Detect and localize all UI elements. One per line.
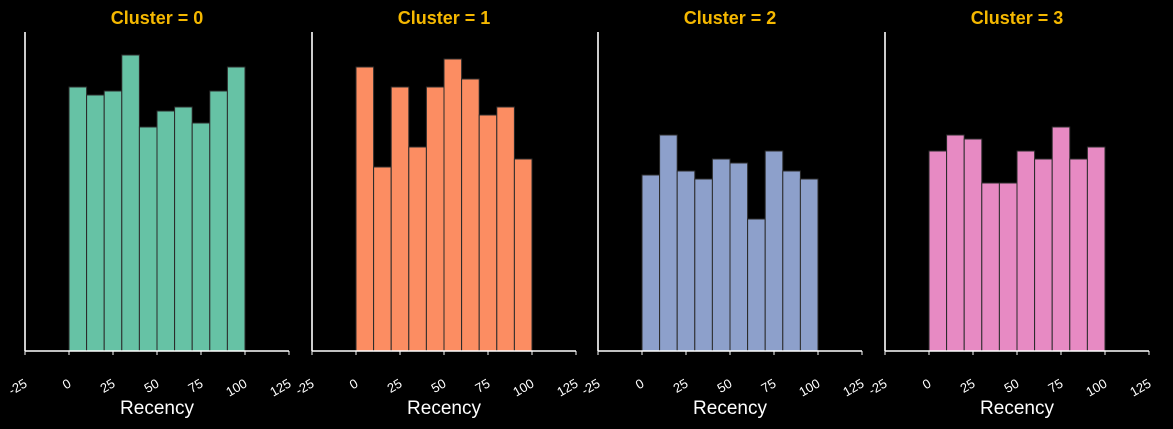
x-tick-label: 100 <box>223 376 249 400</box>
histogram-bar <box>928 150 948 352</box>
x-tick-label: 125 <box>840 376 866 400</box>
x-tick-label: -25 <box>866 376 890 398</box>
histogram-bar <box>799 178 819 352</box>
x-tick-label: 75 <box>758 376 778 396</box>
histogram-bar <box>443 58 463 352</box>
histogram-bar <box>963 138 983 352</box>
histogram-bar <box>641 174 661 352</box>
facet-title: Cluster = 0 <box>111 8 204 28</box>
histogram-bar <box>478 114 498 352</box>
facet-title: Cluster = 1 <box>398 8 491 28</box>
histogram-bar <box>729 162 749 352</box>
histogram-bar <box>86 94 105 352</box>
histogram-bar <box>981 182 1000 352</box>
x-tick-label: 75 <box>1045 376 1065 396</box>
x-axis-label: Recency <box>980 398 1054 419</box>
histogram-bar <box>659 134 678 352</box>
histogram-bar <box>226 66 246 352</box>
x-tick-label: 0 <box>633 376 647 393</box>
facet-panel-0: Cluster = 0 -25 0 25 50 75 100 125 Recency <box>6 8 294 419</box>
x-tick-label: 25 <box>670 376 690 396</box>
histogram-bar <box>496 106 515 352</box>
x-tick-label: 75 <box>472 376 492 396</box>
x-tick-label: -25 <box>6 376 30 398</box>
histogram-bar <box>946 134 965 352</box>
histogram-bar <box>1069 158 1088 352</box>
x-tick-label: 125 <box>267 376 293 400</box>
histogram-bar <box>694 178 713 352</box>
histogram-bar <box>998 182 1018 352</box>
histogram-bar <box>461 78 480 352</box>
histogram-bar <box>408 146 427 352</box>
x-tick-label: 50 <box>141 376 161 396</box>
histogram-bar <box>138 126 158 352</box>
histogram-bar <box>676 170 696 352</box>
x-tick-label: 100 <box>796 376 822 400</box>
histogram-bar <box>1051 126 1071 352</box>
x-tick-label: 100 <box>510 376 536 400</box>
x-tick-label: 50 <box>428 376 448 396</box>
histogram-bar <box>209 90 228 352</box>
facet-panel-1: Cluster = 1 -25 0 25 50 75 100 125 Recency <box>293 8 581 419</box>
x-axis-label: Recency <box>407 398 481 419</box>
histogram-bar <box>1016 150 1036 352</box>
x-axis-label: Recency <box>693 398 767 419</box>
histogram-bar <box>121 54 140 352</box>
histogram-bar <box>68 86 88 352</box>
histogram-bar <box>191 122 211 352</box>
histogram-bar <box>355 66 375 352</box>
x-tick-label: 100 <box>1083 376 1109 400</box>
histogram-bar <box>425 86 445 352</box>
x-axis-label: Recency <box>120 398 194 419</box>
facet-title: Cluster = 3 <box>971 8 1064 28</box>
facet-panel-2: Cluster = 2 -25 0 25 50 75 100 125 Recency <box>579 8 867 419</box>
histogram-bar <box>1034 158 1053 352</box>
histogram-bar <box>174 106 193 352</box>
histogram-bar <box>782 170 801 352</box>
x-tick-label: 50 <box>1001 376 1021 396</box>
histogram-bar <box>747 218 766 352</box>
x-tick-label: -25 <box>579 376 603 398</box>
x-tick-label: -25 <box>293 376 317 398</box>
histogram-bar <box>1086 146 1106 352</box>
histogram-bar <box>764 150 784 352</box>
x-tick-label: 0 <box>60 376 74 393</box>
x-tick-label: 25 <box>97 376 117 396</box>
facet-title: Cluster = 2 <box>684 8 777 28</box>
x-tick-label: 25 <box>957 376 977 396</box>
x-tick-label: 75 <box>185 376 205 396</box>
x-tick-label: 125 <box>554 376 580 400</box>
x-tick-label: 0 <box>920 376 934 393</box>
histogram-bar <box>513 158 533 352</box>
x-tick-label: 0 <box>347 376 361 393</box>
histogram-bar <box>103 90 123 352</box>
histogram-bar <box>156 110 176 352</box>
x-tick-label: 125 <box>1127 376 1153 400</box>
x-tick-label: 50 <box>714 376 734 396</box>
x-tick-label: 25 <box>384 376 404 396</box>
histogram-bar <box>390 86 410 352</box>
histogram-bar <box>373 166 392 352</box>
histogram-bar <box>711 158 731 352</box>
facet-panel-3: Cluster = 3 -25 0 25 50 75 100 125 Recency <box>866 8 1154 419</box>
